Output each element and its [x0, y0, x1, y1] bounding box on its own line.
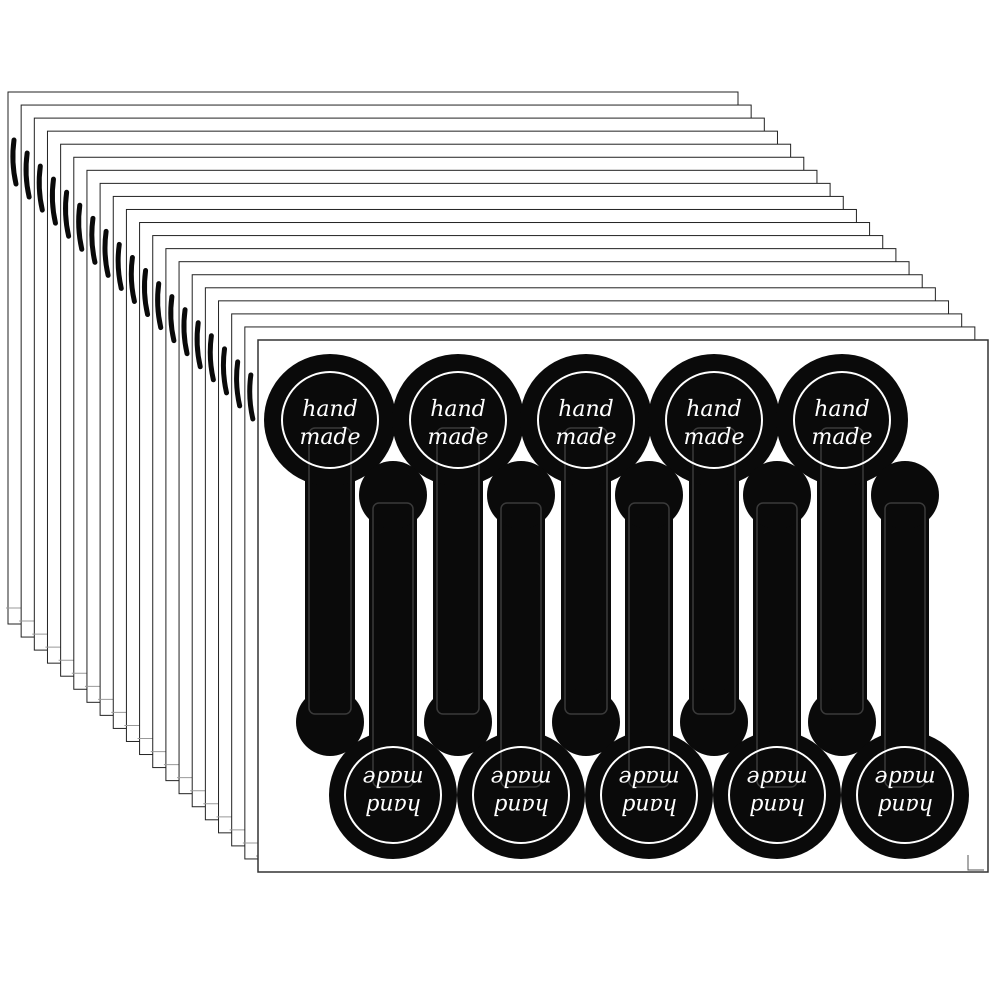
sticker-label: hand made [409, 371, 507, 469]
label-line-2: made [362, 765, 423, 790]
label-line-2: made [811, 425, 872, 450]
label-line-1: hand [493, 793, 549, 818]
bottom-sticker-row: hand made hand made hand made hand made hand made [329, 461, 969, 859]
top-row-sticker: hand made [264, 354, 396, 756]
sticker-label: hand made [856, 746, 954, 844]
bottom-row-sticker: hand made [713, 461, 841, 859]
front-sheet-corner-mark [967, 855, 984, 871]
label-line-1: hand [877, 793, 933, 818]
sticker-label: hand made [537, 371, 635, 469]
label-line-2: made [874, 765, 935, 790]
label-line-1: hand [558, 397, 614, 422]
sticker-label: hand made [281, 371, 379, 469]
bottom-row-sticker: hand made [329, 461, 457, 859]
label-line-1: hand [365, 793, 421, 818]
top-row-sticker: hand made [776, 354, 908, 756]
bottom-row-sticker: hand made [457, 461, 585, 859]
sticker-label: hand made [728, 746, 826, 844]
label-line-1: hand [430, 397, 486, 422]
bottom-row-sticker: hand made [585, 461, 713, 859]
sticker-label: hand made [793, 371, 891, 469]
top-row-sticker: hand made [648, 354, 780, 756]
label-line-1: hand [686, 397, 742, 422]
label-line-2: made [490, 765, 551, 790]
label-line-1: hand [302, 397, 358, 422]
top-row-sticker: hand made [520, 354, 652, 756]
sticker-label: hand made [472, 746, 570, 844]
top-sticker-row: hand made hand made hand made hand made hand made [264, 354, 908, 756]
sticker-label: hand made [665, 371, 763, 469]
bottom-row-sticker: hand made [841, 461, 969, 859]
label-line-2: made [683, 425, 744, 450]
top-row-sticker: hand made [392, 354, 524, 756]
label-line-1: hand [621, 793, 677, 818]
sticker-label: hand made [344, 746, 442, 844]
label-line-2: made [427, 425, 488, 450]
sticker-label: hand made [600, 746, 698, 844]
label-line-2: made [299, 425, 360, 450]
label-line-1: hand [749, 793, 805, 818]
label-line-2: made [555, 425, 616, 450]
label-line-1: hand [814, 397, 870, 422]
label-line-2: made [618, 765, 679, 790]
label-line-2: made [746, 765, 807, 790]
